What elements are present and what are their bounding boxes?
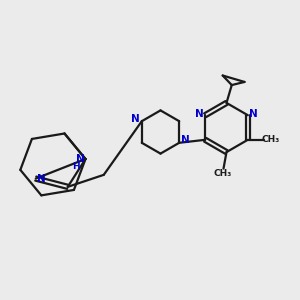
Text: N: N: [249, 109, 258, 119]
Text: H: H: [72, 162, 80, 171]
Text: N: N: [76, 154, 85, 164]
Text: N: N: [195, 109, 204, 119]
Text: N: N: [131, 114, 140, 124]
Text: CH₃: CH₃: [262, 135, 280, 144]
Text: N: N: [37, 174, 46, 184]
Text: N: N: [181, 135, 190, 146]
Text: CH₃: CH₃: [214, 169, 232, 178]
